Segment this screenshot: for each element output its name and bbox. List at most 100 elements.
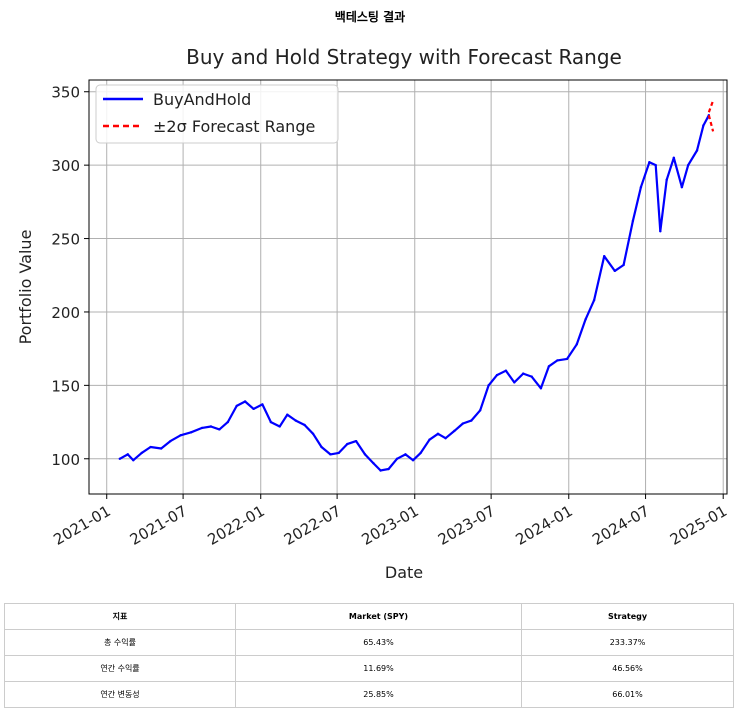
data-point-buyandhold — [294, 419, 297, 422]
y-axis-label: Portfolio Value — [16, 230, 35, 345]
legend-label-buyandhold: BuyAndHold — [153, 90, 251, 109]
x-tick-label: 2023-07 — [435, 502, 498, 549]
data-point-buyandhold — [379, 469, 382, 472]
data-point-buyandhold — [504, 369, 508, 372]
x-tick-label: 2024-07 — [589, 502, 652, 549]
data-point-buyandhold — [648, 161, 651, 164]
plot-frame — [88, 79, 728, 495]
data-point-buyandhold — [680, 185, 684, 189]
table-row: 연간 수익률 11.69% 46.56% — [4, 655, 734, 682]
header-metric: 지표 — [4, 603, 236, 630]
data-point-buyandhold — [521, 372, 525, 375]
data-point-buyandhold — [395, 457, 399, 460]
data-point-buyandhold — [346, 442, 349, 446]
data-point-buyandhold — [659, 230, 662, 233]
x-tick-label: 2025-01 — [667, 502, 730, 549]
data-point-buyandhold — [372, 461, 375, 465]
data-point-buyandhold — [159, 447, 163, 450]
data-point-buyandhold — [303, 423, 306, 427]
data-point-buyandhold — [530, 375, 533, 378]
data-point-buyandhold — [320, 445, 323, 449]
data-point-buyandhold — [404, 453, 407, 456]
data-point-buyandhold — [695, 149, 699, 152]
data-point-buyandhold — [539, 387, 543, 390]
market-value: 11.69% — [235, 655, 522, 682]
data-point-buyandhold — [565, 357, 569, 361]
table-header-row: 지표 Market (SPY) Strategy — [4, 603, 734, 630]
metric-name: 연간 변동성 — [4, 681, 236, 708]
data-point-buyandhold — [337, 451, 340, 455]
x-tick-label: 2024-01 — [512, 502, 575, 549]
strategy-value: 46.56% — [521, 655, 734, 682]
strategy-value: 66.01% — [521, 681, 734, 708]
y-tick-label: 250 — [51, 231, 80, 249]
data-point-buyandhold — [118, 457, 122, 460]
data-point-buyandhold — [436, 432, 440, 436]
chart-title: Buy and Hold Strategy with Forecast Rang… — [186, 45, 622, 69]
table-row: 총 수익률 65.43% 233.37% — [4, 629, 734, 656]
data-point-buyandhold — [311, 432, 315, 436]
data-point-buyandhold — [132, 459, 135, 462]
data-point-buyandhold — [654, 163, 657, 167]
x-tick-label: 2022-07 — [281, 502, 344, 549]
data-point-buyandhold — [470, 419, 473, 422]
market-value: 25.85% — [235, 681, 522, 708]
data-point-buyandhold — [603, 254, 606, 258]
data-point-buyandhold — [461, 422, 465, 425]
x-tick-label: 2021-07 — [127, 502, 190, 549]
data-point-buyandhold — [209, 425, 213, 428]
data-point-buyandhold — [672, 156, 676, 160]
data-point-buyandhold — [354, 439, 358, 443]
data-point-buyandhold — [428, 438, 431, 441]
data-point-buyandhold — [487, 384, 490, 387]
y-tick-label: 300 — [51, 157, 80, 175]
data-point-buyandhold — [556, 359, 559, 362]
x-axis-label: Date — [385, 563, 423, 582]
metric-name: 총 수익률 — [4, 629, 236, 656]
data-point-buyandhold — [622, 263, 625, 267]
data-point-buyandhold — [189, 431, 193, 434]
data-point-buyandhold — [363, 453, 367, 456]
data-point-buyandhold — [411, 459, 415, 462]
data-point-buyandhold — [478, 409, 482, 412]
data-point-buyandhold — [149, 445, 152, 449]
table-row: 연간 변동성 25.85% 66.01% — [4, 681, 734, 708]
chart-legend: BuyAndHold ±2σ Forecast Range — [95, 84, 339, 144]
legend-label-forecast: ±2σ Forecast Range — [153, 117, 315, 136]
data-point-buyandhold — [584, 318, 587, 321]
x-tick-label: 2022-01 — [204, 502, 267, 549]
data-point-buyandhold — [702, 124, 705, 127]
strategy-value: 233.37% — [521, 629, 734, 656]
data-point-buyandhold — [140, 451, 143, 455]
data-point-buyandhold — [252, 407, 255, 411]
data-point-buyandhold — [419, 451, 422, 455]
data-point-buyandhold — [278, 425, 281, 428]
metric-name: 연간 수익률 — [4, 655, 236, 682]
market-value: 65.43% — [235, 629, 522, 656]
forecast-range-line — [707, 114, 715, 132]
series-layer — [118, 100, 715, 472]
portfolio-chart: Buy and Hold Strategy with Forecast Rang… — [16, 45, 730, 582]
x-tick-label: 2021-01 — [50, 502, 113, 549]
data-point-buyandhold — [269, 420, 273, 424]
data-point-buyandhold — [286, 413, 289, 416]
data-point-buyandhold — [235, 404, 238, 408]
x-tick-label: 2023-01 — [358, 502, 421, 549]
data-point-buyandhold — [179, 434, 182, 437]
data-point-buyandhold — [218, 428, 221, 431]
data-point-buyandhold — [575, 343, 578, 346]
data-point-buyandhold — [665, 178, 668, 182]
data-point-buyandhold — [126, 453, 130, 456]
data-point-buyandhold — [495, 373, 499, 377]
data-point-buyandhold — [592, 299, 596, 302]
data-point-buyandhold — [261, 403, 264, 406]
header-market: Market (SPY) — [235, 603, 522, 630]
data-point-buyandhold — [639, 185, 643, 189]
data-point-buyandhold — [513, 381, 516, 384]
data-point-buyandhold — [444, 437, 447, 440]
y-tick-label: 150 — [51, 377, 80, 395]
data-point-buyandhold — [329, 453, 332, 456]
data-point-buyandhold — [169, 439, 172, 443]
y-tick-label: 200 — [51, 304, 80, 322]
y-tick-label: 350 — [51, 84, 80, 102]
